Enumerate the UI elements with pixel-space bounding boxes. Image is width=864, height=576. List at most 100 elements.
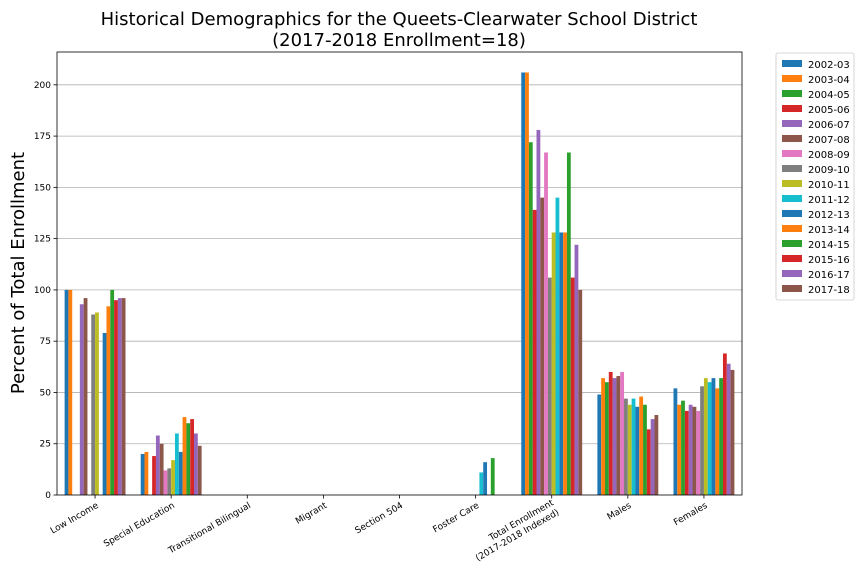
bar: [178, 451, 183, 495]
legend-swatch: [782, 120, 802, 127]
bar: [194, 433, 198, 495]
y-tick-label: 0: [45, 491, 51, 501]
bar: [117, 298, 122, 495]
legend-swatch: [782, 270, 802, 277]
bar: [479, 472, 484, 495]
x-tick-label: Males: [606, 501, 634, 523]
y-axis-ticks: 0 25 50 75 100 125 150 175 200: [34, 81, 57, 501]
chart-title-line-1: Historical Demographics for the Queets-C…: [101, 9, 698, 30]
bar: [559, 232, 564, 495]
legend-label: 2017-18: [808, 285, 850, 296]
bar: [719, 378, 723, 495]
y-tick-label: 175: [34, 132, 51, 142]
bar: [566, 152, 571, 496]
bar: [631, 398, 636, 495]
legend-label: 2002-03: [808, 60, 850, 71]
bar: [677, 404, 682, 495]
legend-label: 2003-04: [808, 75, 850, 86]
x-tick-label: Foster Care: [431, 501, 481, 536]
x-tick-label-line: Males: [606, 501, 634, 523]
bar: [605, 382, 609, 495]
x-tick-label-line: Section 504: [354, 501, 406, 537]
bar: [532, 209, 537, 495]
legend-label: 2014-15: [808, 240, 850, 251]
bar: [521, 72, 526, 495]
chart-title-line-2: (2017-2018 Enrollment=18): [272, 30, 526, 51]
bar: [536, 129, 541, 495]
bar: [490, 458, 495, 495]
bar: [570, 277, 575, 495]
y-tick-label: 150: [34, 183, 51, 193]
x-tick-label: Migrant: [294, 501, 329, 527]
legend-swatch: [782, 225, 802, 232]
y-axis-label: Percent of Total Enrollment: [8, 152, 29, 394]
grid-lines: [57, 84, 742, 445]
bar: [544, 152, 548, 496]
y-tick-label: 50: [40, 388, 52, 398]
bar: [700, 386, 704, 495]
bar: [163, 470, 168, 495]
bar: [612, 378, 617, 495]
bar: [643, 404, 647, 495]
bar: [684, 410, 689, 495]
legend-label: 2015-16: [808, 255, 850, 266]
legend-swatch: [782, 75, 802, 82]
bar: [635, 406, 640, 495]
bar: [114, 300, 118, 495]
bar: [624, 398, 628, 495]
bar: [182, 417, 187, 495]
x-tick-label: Section 504: [354, 501, 406, 537]
bar: [91, 314, 96, 495]
bar: [703, 378, 708, 495]
legend-label: 2013-14: [808, 225, 850, 236]
bar: [601, 378, 605, 495]
bar: [155, 435, 160, 495]
bar: [79, 304, 84, 495]
legend-swatch: [782, 135, 802, 142]
y-tick-label: 200: [34, 81, 51, 91]
bar: [106, 306, 111, 495]
legend-label: 2007-08: [808, 135, 850, 146]
x-tick-label: Total Enrollment(2017-2018 Indexed): [474, 498, 561, 564]
legend-label: 2005-06: [808, 105, 850, 116]
x-tick-label-line: Females: [672, 501, 710, 528]
legend-label: 2016-17: [808, 270, 850, 281]
x-tick-label-line: Low Income: [49, 501, 101, 537]
bar: [681, 400, 685, 495]
bars: [64, 72, 735, 496]
bar: [551, 232, 556, 495]
bar: [639, 396, 644, 495]
bar: [174, 433, 179, 495]
bar: [110, 289, 115, 495]
y-tick-label: 75: [40, 337, 51, 347]
bar: [578, 289, 583, 495]
bar: [646, 429, 651, 495]
bar: [83, 298, 88, 495]
x-tick-label: Special Education: [102, 501, 176, 550]
bar: [654, 415, 659, 495]
bar: [692, 406, 697, 495]
x-tick-label: Females: [672, 501, 710, 528]
bar: [186, 423, 191, 495]
legend-frame: [775, 52, 855, 301]
y-tick-label: 25: [40, 440, 51, 450]
bar: [121, 298, 126, 495]
bar: [144, 451, 149, 495]
bar: [597, 394, 602, 495]
x-tick-label-line: Foster Care: [431, 501, 481, 536]
bar: [547, 277, 552, 495]
bar: [608, 371, 613, 495]
bar: [711, 378, 716, 495]
x-tick-label-line: Special Education: [102, 501, 176, 550]
x-tick-label: Transitional Bilingual: [166, 501, 253, 557]
bar: [102, 332, 107, 495]
legend-label: 2006-07: [808, 120, 850, 131]
legend-swatch: [782, 150, 802, 157]
bar: [159, 443, 164, 495]
legend-label: 2004-05: [808, 90, 850, 101]
bar: [95, 312, 99, 495]
bar: [688, 404, 693, 495]
legend-swatch: [782, 285, 802, 292]
bar: [197, 445, 202, 495]
